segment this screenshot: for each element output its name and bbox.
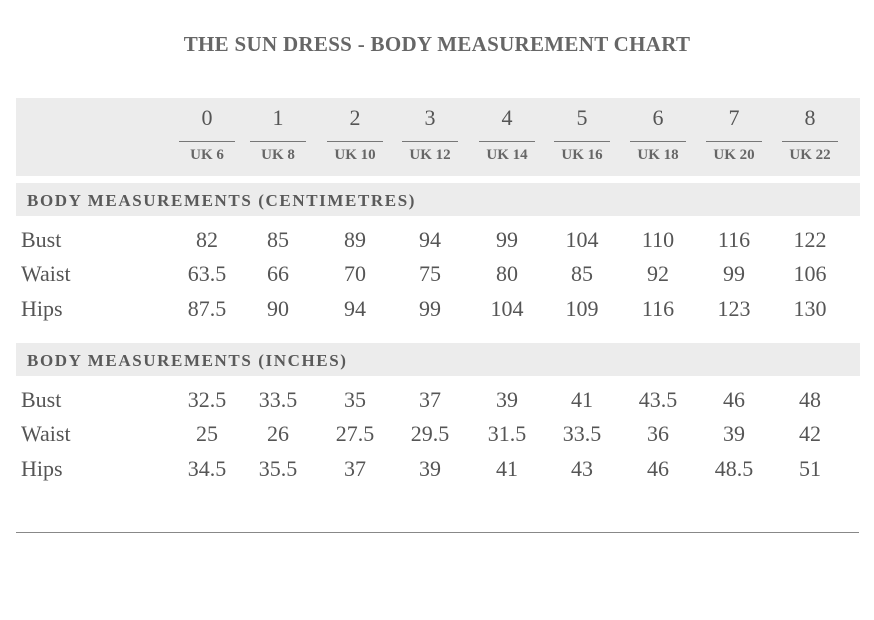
section-heading: BODY MEASUREMENTS (CENTIMETRES): [16, 183, 860, 216]
row-label: Bust: [21, 227, 62, 252]
measurement-cell: 26: [267, 421, 289, 446]
row-label: Waist: [21, 421, 71, 446]
measurement-cell: 90: [267, 296, 289, 321]
measurement-cell: 39: [419, 456, 441, 481]
measurement-cell: 110: [641, 227, 675, 252]
uk-size: UK 12: [409, 147, 451, 163]
measurement-cell: 80: [496, 261, 518, 286]
measurement-cell: 99: [419, 296, 441, 321]
measurement-cell: 33.5: [562, 421, 602, 446]
uk-size: UK 22: [789, 147, 831, 163]
size-number: 1: [272, 105, 284, 130]
size-divider: [250, 141, 306, 142]
measurement-cell: 89: [344, 227, 366, 252]
size-divider: [327, 141, 383, 142]
measurement-cell: 39: [723, 421, 745, 446]
measurement-cell: 104: [565, 227, 599, 252]
measurement-cell: 35: [344, 387, 366, 412]
measurement-cell: 43: [571, 456, 593, 481]
measurement-cell: 29.5: [410, 421, 450, 446]
measurement-cell: 66: [267, 261, 289, 286]
measurement-cell: 82: [196, 227, 218, 252]
measurement-cell: 33.5: [258, 387, 298, 412]
uk-size: UK 8: [261, 147, 295, 163]
size-number: 6: [652, 105, 664, 130]
section-heading: BODY MEASUREMENTS (INCHES): [16, 343, 860, 376]
measurement-cell: 99: [496, 227, 518, 252]
measurement-cell: 116: [717, 227, 751, 252]
uk-size: UK 6: [190, 147, 224, 163]
measurement-cell: 92: [647, 261, 669, 286]
size-number: 4: [501, 105, 513, 130]
uk-size: UK 18: [637, 147, 679, 163]
measurement-cell: 41: [571, 387, 593, 412]
page-title: THE SUN DRESS - BODY MEASUREMENT CHART: [183, 32, 691, 56]
size-divider: [402, 141, 458, 142]
size-divider: [179, 141, 235, 142]
size-divider: [554, 141, 610, 142]
measurement-cell: 116: [641, 296, 675, 321]
row-label: Waist: [21, 261, 71, 286]
uk-size: UK 14: [486, 147, 528, 163]
measurement-cell: 85: [267, 227, 289, 252]
uk-size: UK 20: [713, 147, 755, 163]
measurement-cell: 85: [571, 261, 593, 286]
measurement-cell: 94: [344, 296, 366, 321]
measurement-cell: 46: [723, 387, 745, 412]
measurement-cell: 106: [793, 261, 827, 286]
size-number: 5: [576, 105, 588, 130]
size-divider: [706, 141, 762, 142]
uk-size: UK 16: [561, 147, 603, 163]
measurement-cell: 87.5: [187, 296, 227, 321]
measurement-cell: 109: [565, 296, 599, 321]
row-label: Hips: [21, 456, 63, 481]
measurement-cell: 37: [344, 456, 366, 481]
measurement-cell: 130: [793, 296, 827, 321]
size-number: 3: [424, 105, 436, 130]
measurement-cell: 75: [419, 261, 441, 286]
measurement-cell: 48.5: [714, 456, 754, 481]
row-label: Hips: [21, 296, 63, 321]
measurement-cell: 39: [496, 387, 518, 412]
measurement-cell: 42: [799, 421, 821, 446]
size-number: 2: [349, 105, 361, 130]
size-divider: [479, 141, 535, 142]
measurement-cell: 34.5: [187, 456, 227, 481]
size-number: 8: [804, 105, 816, 130]
measurement-cell: 104: [490, 296, 524, 321]
measurement-cell: 31.5: [487, 421, 527, 446]
measurement-cell: 37: [419, 387, 441, 412]
uk-size: UK 10: [334, 147, 376, 163]
measurement-cell: 25: [196, 421, 218, 446]
measurement-cell: 36: [647, 421, 669, 446]
measurement-cell: 48: [799, 387, 821, 412]
row-label: Bust: [21, 387, 62, 412]
measurement-cell: 35.5: [258, 456, 298, 481]
size-number: 0: [201, 105, 213, 130]
measurement-cell: 123: [717, 296, 751, 321]
measurement-cell: 70: [344, 261, 366, 286]
measurement-cell: 27.5: [335, 421, 375, 446]
measurement-cell: 43.5: [638, 387, 678, 412]
size-header-band: [16, 98, 860, 176]
measurement-cell: 63.5: [187, 261, 227, 286]
size-divider: [782, 141, 838, 142]
measurement-cell: 32.5: [187, 387, 227, 412]
measurement-cell: 41: [496, 456, 518, 481]
size-number: 7: [728, 105, 740, 130]
measurement-cell: 94: [419, 227, 441, 252]
measurement-cell: 99: [723, 261, 745, 286]
size-divider: [630, 141, 686, 142]
measurement-cell: 51: [799, 456, 821, 481]
measurement-cell: 122: [793, 227, 827, 252]
measurement-cell: 46: [647, 456, 669, 481]
bottom-divider: [16, 532, 859, 533]
